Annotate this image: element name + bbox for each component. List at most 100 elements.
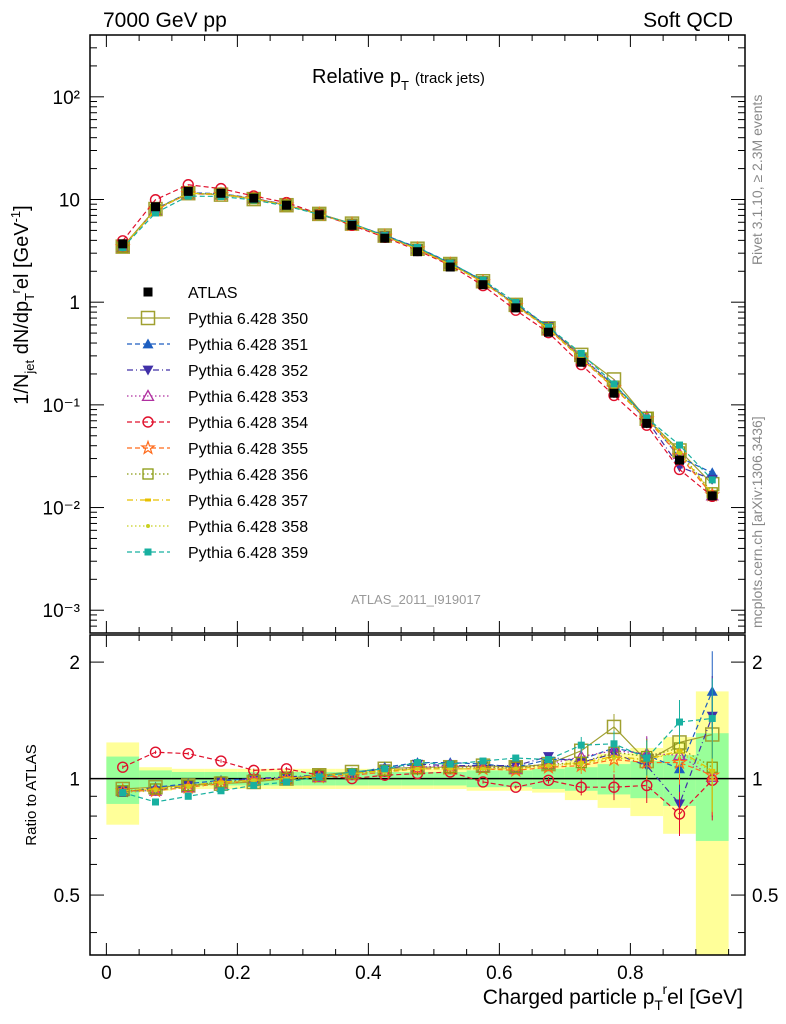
series-point (512, 298, 520, 306)
series-point (152, 209, 159, 217)
series-point (248, 192, 260, 205)
upper-series-2 (117, 187, 718, 478)
upper-y-axis-ticks: 10⁻³ 10⁻² 10⁻¹ 1 10 10² (43, 34, 745, 634)
upper-y-tick-label: 10⁻² (43, 499, 81, 520)
ratio-point (117, 761, 129, 773)
ratio-point (542, 774, 555, 786)
ratio-point (510, 781, 522, 793)
x-axis-label: Charged particle pTrel [GeV] (483, 981, 743, 1013)
mcplots-label: mcplots.cern.ch [arXiv:1306.3436] (749, 416, 765, 628)
legend-marker (142, 416, 154, 428)
header-left-label: 7000 GeV pp (103, 9, 227, 32)
ratio-point (510, 761, 522, 773)
x-tick-label: 0.4 (355, 963, 382, 984)
atlas-data-points (118, 186, 717, 501)
data-point (576, 357, 586, 367)
upper-y-tick-label: 10² (53, 88, 80, 109)
legend-marker (145, 498, 151, 502)
series-point (643, 414, 651, 422)
ratio-point (608, 781, 620, 793)
ratio-point (579, 762, 584, 767)
legend-label: ATLAS (188, 285, 238, 302)
upper-y-axis-label: 1/Njet dN/dpTrel [GeV-1] (8, 205, 37, 404)
legend-marker (142, 338, 154, 349)
data-point (478, 280, 488, 290)
upper-frame (89, 34, 746, 634)
series-point (676, 441, 683, 449)
data-point (282, 200, 291, 210)
legend-entry-3: Pythia 6.428 352 (127, 363, 308, 380)
ratio-point (215, 755, 227, 767)
legend-marker (140, 439, 156, 455)
series-point (184, 192, 192, 200)
legend-entry-9: Pythia 6.428 358 (127, 519, 308, 536)
header-right-label: Soft QCD (643, 9, 733, 32)
legend-label: Pythia 6.428 356 (188, 467, 308, 484)
legend-entry-6: Pythia 6.428 355 (127, 439, 308, 458)
data-point (609, 388, 619, 398)
rivet-version-label: Rivet 3.1.10, ≥ 2.3M events (749, 95, 765, 265)
legend-label: Pythia 6.428 354 (188, 415, 308, 432)
ratio-series-10 (119, 678, 716, 806)
ratio-point (348, 768, 356, 776)
data-point (314, 210, 324, 220)
legend-entry-4: Pythia 6.428 353 (127, 389, 308, 406)
legend-entry-7: Pythia 6.428 356 (127, 467, 308, 484)
ratio-point (710, 769, 715, 774)
x-axis-ticks: 0 0.2 0.4 0.6 0.8 (101, 35, 730, 984)
ratio-point (381, 765, 389, 773)
legend-marker (140, 310, 156, 326)
legend-entry-1: Pythia 6.428 350 (127, 310, 308, 328)
ratio-point (610, 740, 618, 748)
legend-label: Pythia 6.428 357 (188, 493, 308, 510)
ratio-point (545, 756, 552, 764)
legend-entry-10: Pythia 6.428 359 (127, 545, 308, 562)
lower-y-axis-label: Ratio to ATLAS (23, 744, 40, 845)
data-point (445, 262, 455, 272)
series-point (708, 476, 716, 484)
series-point (545, 323, 552, 331)
x-tick-label: 0.2 (224, 963, 250, 984)
ratio-uncertainty-bands (106, 691, 729, 955)
data-point (707, 491, 717, 501)
lower-y-tick-label-right: 1 (752, 770, 763, 791)
data-point (118, 239, 128, 249)
data-point (675, 455, 684, 465)
legend-marker (142, 468, 154, 480)
data-point (216, 188, 226, 198)
data-point (642, 418, 652, 428)
upper-y-tick-label: 1 (69, 293, 80, 314)
data-point (183, 186, 193, 196)
ratio-point (219, 781, 223, 786)
legend-entry-data: ATLAS (143, 285, 238, 302)
ratio-point (153, 788, 158, 793)
ratio-point (149, 746, 162, 758)
lower-y-tick-label-right: 2 (752, 653, 763, 674)
ratio-point (415, 766, 420, 771)
data-point (249, 193, 259, 203)
ratio-point (676, 718, 683, 726)
upper-y-tick-label: 10⁻³ (43, 601, 81, 622)
data-point (380, 233, 390, 243)
ratio-point (708, 714, 716, 722)
ratio-point (315, 773, 323, 781)
series-point (706, 467, 718, 478)
legend-marker (142, 365, 154, 376)
data-point (544, 327, 553, 337)
lower-y-tick-label: 2 (69, 653, 80, 674)
legend-marker (144, 548, 152, 556)
ratio-point (414, 759, 421, 767)
upper-y-tick-label: 10 (59, 190, 80, 211)
plot-frames (89, 34, 746, 956)
ratio-point (479, 757, 487, 765)
ratio-point (217, 787, 225, 795)
ratio-point (677, 750, 682, 755)
x-tick-label: 0 (101, 963, 112, 984)
legend-label: Pythia 6.428 355 (188, 441, 308, 458)
plot-title: Relative pT (track jets) (312, 66, 485, 93)
ratio-point (251, 778, 256, 783)
ratio-point (513, 766, 518, 771)
x-tick-label: 0.8 (617, 963, 643, 984)
ratio-point (477, 776, 489, 788)
legend-label: Pythia 6.428 353 (188, 389, 308, 406)
